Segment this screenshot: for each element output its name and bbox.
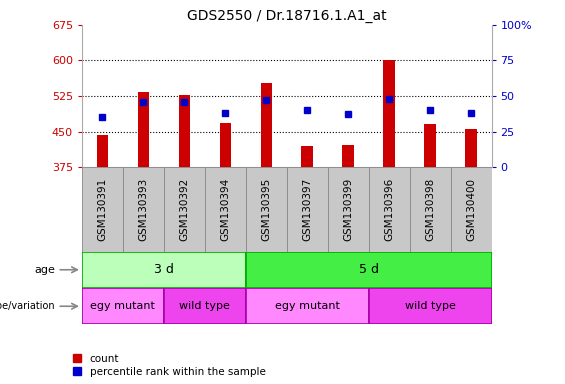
Bar: [369, 167, 410, 252]
Text: GSM130395: GSM130395: [261, 178, 271, 241]
Legend: count, percentile rank within the sample: count, percentile rank within the sample: [73, 354, 266, 377]
Bar: [302, 146, 313, 167]
Bar: [246, 252, 492, 288]
Bar: [246, 288, 369, 324]
Text: genotype/variation: genotype/variation: [0, 301, 55, 311]
Bar: [466, 129, 477, 167]
Bar: [205, 167, 246, 252]
Bar: [342, 145, 354, 167]
Bar: [82, 252, 246, 288]
Bar: [260, 83, 272, 167]
Bar: [164, 167, 205, 252]
Bar: [220, 123, 231, 167]
Text: egy mutant: egy mutant: [90, 301, 155, 311]
Text: egy mutant: egy mutant: [275, 301, 340, 311]
Bar: [424, 124, 436, 167]
Text: 3 d: 3 d: [154, 263, 174, 276]
Text: GSM130391: GSM130391: [97, 178, 107, 241]
Bar: [138, 92, 149, 167]
Bar: [410, 167, 451, 252]
Bar: [123, 167, 164, 252]
Text: GSM130393: GSM130393: [138, 178, 149, 241]
Text: 5 d: 5 d: [359, 263, 379, 276]
Bar: [384, 60, 395, 167]
Text: GSM130397: GSM130397: [302, 178, 312, 241]
Bar: [246, 167, 287, 252]
Text: GSM130392: GSM130392: [179, 178, 189, 241]
Bar: [82, 288, 164, 324]
Text: GSM130398: GSM130398: [425, 178, 435, 241]
Bar: [328, 167, 369, 252]
Text: age: age: [34, 265, 55, 275]
Text: wild type: wild type: [405, 301, 455, 311]
Text: GSM130394: GSM130394: [220, 178, 231, 241]
Bar: [82, 167, 123, 252]
Title: GDS2550 / Dr.18716.1.A1_at: GDS2550 / Dr.18716.1.A1_at: [187, 8, 386, 23]
Text: GSM130396: GSM130396: [384, 178, 394, 241]
Bar: [179, 94, 190, 167]
Text: wild type: wild type: [179, 301, 231, 311]
Text: GSM130400: GSM130400: [466, 178, 476, 241]
Bar: [97, 135, 108, 167]
Bar: [369, 288, 492, 324]
Bar: [451, 167, 492, 252]
Text: GSM130399: GSM130399: [343, 178, 353, 241]
Bar: [164, 288, 246, 324]
Bar: [287, 167, 328, 252]
